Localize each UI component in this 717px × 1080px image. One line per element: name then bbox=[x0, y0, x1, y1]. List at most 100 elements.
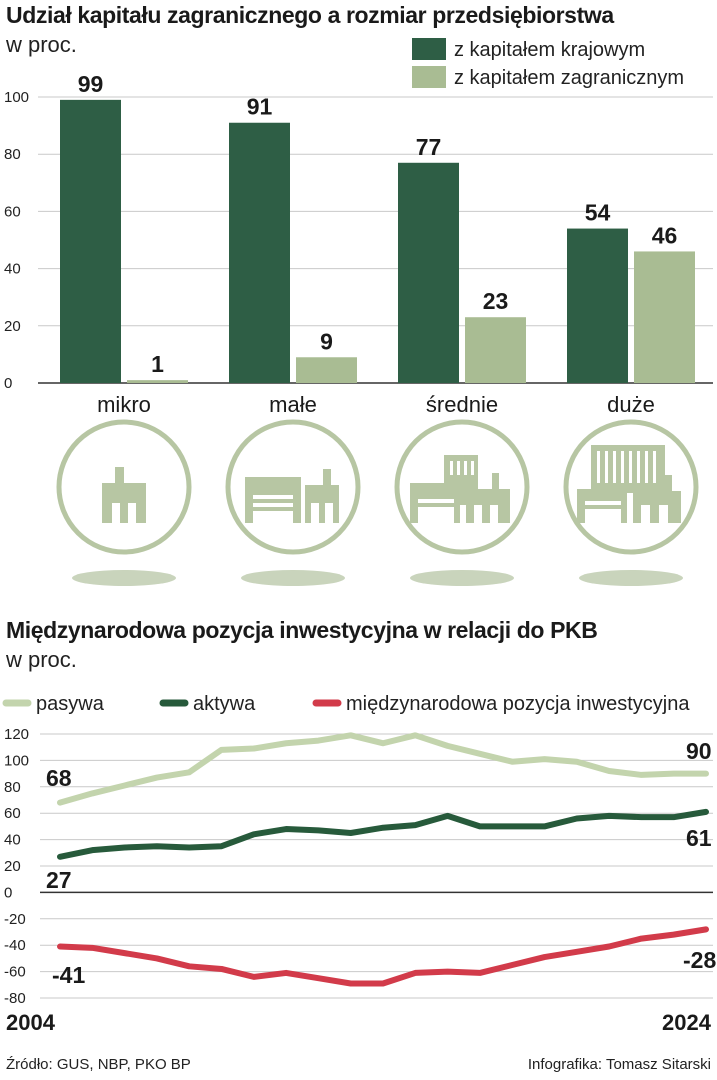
factory-illustration bbox=[102, 467, 146, 523]
y-tick-label: 40 bbox=[4, 832, 21, 849]
micro-factory-icon bbox=[56, 419, 192, 555]
y-tick-label: 80 bbox=[4, 146, 21, 163]
end-value-label: -28 bbox=[683, 947, 716, 973]
bar-value-label: 54 bbox=[585, 200, 611, 226]
door-shape bbox=[605, 451, 608, 483]
factory-illustration bbox=[577, 445, 681, 523]
y-tick-label: -40 bbox=[4, 937, 26, 954]
building-shape bbox=[305, 485, 339, 523]
y-tick-label: 60 bbox=[4, 203, 21, 220]
bar bbox=[127, 380, 188, 383]
chart1-title: Udział kapitału zagranicznego a rozmiar … bbox=[6, 2, 614, 28]
y-tick-label: 40 bbox=[4, 261, 21, 278]
door-shape bbox=[325, 503, 333, 523]
bar bbox=[398, 162, 459, 383]
bar-value-label: 46 bbox=[652, 222, 678, 248]
bar bbox=[229, 122, 290, 384]
door-shape bbox=[253, 495, 293, 499]
y-tick-label: 120 bbox=[4, 726, 29, 743]
door-shape bbox=[641, 505, 650, 523]
y-tick-label: 60 bbox=[4, 805, 21, 822]
source-note: Źródło: GUS, NBP, PKO BP bbox=[6, 1056, 191, 1073]
building-shape bbox=[591, 445, 665, 493]
start-value-label: 68 bbox=[46, 765, 72, 791]
icon-shadow bbox=[410, 570, 514, 586]
legend-swatch bbox=[412, 66, 446, 88]
legend-label: aktywa bbox=[193, 693, 256, 715]
x-tick-label: 2004 bbox=[6, 1010, 56, 1035]
factory-illustration bbox=[245, 469, 339, 531]
door-shape bbox=[450, 461, 453, 475]
icon-shadow bbox=[579, 570, 683, 586]
door-shape bbox=[490, 505, 498, 523]
factory-illustration bbox=[410, 455, 510, 523]
bar bbox=[634, 251, 695, 383]
chart1-subtitle: w proc. bbox=[6, 32, 77, 57]
building-shape bbox=[115, 467, 124, 485]
bar bbox=[60, 99, 121, 384]
bar bbox=[465, 317, 526, 383]
y-tick-label: 20 bbox=[4, 858, 21, 875]
building-shape bbox=[102, 483, 146, 523]
building-shape bbox=[492, 473, 499, 489]
chart2-subtitle: w proc. bbox=[6, 647, 77, 672]
building-shape bbox=[665, 475, 672, 493]
door-shape bbox=[128, 503, 136, 523]
line-chart: -80 -60 -40 -20 0 20 40 60 80 100 120 pasywa aktywa m… bbox=[2, 693, 716, 1035]
series-line bbox=[57, 808, 709, 860]
chart2-title: Międzynarodowa pozycja inwestycyjna w re… bbox=[6, 617, 598, 643]
building-shape bbox=[466, 489, 510, 523]
door-shape bbox=[253, 503, 293, 507]
door-shape bbox=[112, 503, 120, 523]
legend-label: z kapitałem zagranicznym bbox=[454, 67, 684, 89]
door-shape bbox=[645, 451, 648, 483]
icon-shadow bbox=[72, 570, 176, 586]
door-shape bbox=[621, 451, 624, 483]
legend-swatch bbox=[412, 38, 446, 60]
credit-note: Infografika: Tomasz Sitarski bbox=[527, 1056, 711, 1073]
bar bbox=[567, 228, 628, 383]
door-shape bbox=[585, 501, 621, 505]
category-label: średnie bbox=[426, 392, 498, 417]
door-shape bbox=[653, 451, 656, 483]
bar-value-label: 91 bbox=[247, 94, 273, 120]
y-tick-label: 100 bbox=[4, 89, 29, 106]
start-value-label: 27 bbox=[46, 867, 72, 893]
bar-value-label: 77 bbox=[416, 134, 442, 160]
icon-shadow bbox=[241, 570, 345, 586]
y-tick-label: -20 bbox=[4, 911, 26, 928]
door-shape bbox=[659, 505, 668, 523]
bar bbox=[296, 357, 357, 383]
end-value-label: 90 bbox=[686, 738, 712, 764]
door-shape bbox=[585, 509, 621, 523]
bar-chart: 0 20 40 60 80 100 z kapitałem krajowym z kapita… bbox=[4, 38, 713, 586]
bar-value-label: 99 bbox=[78, 71, 104, 97]
door-shape bbox=[637, 451, 640, 483]
building-shape bbox=[323, 469, 331, 487]
door-shape bbox=[597, 451, 600, 483]
door-shape bbox=[418, 499, 454, 503]
y-tick-label: 20 bbox=[4, 318, 21, 335]
bar-value-label: 23 bbox=[483, 288, 509, 314]
category-label: małe bbox=[269, 392, 317, 417]
y-tick-label: -60 bbox=[4, 964, 26, 981]
small-factory-icon bbox=[225, 419, 361, 555]
door-shape bbox=[629, 451, 632, 483]
y-tick-label: -80 bbox=[4, 990, 26, 1007]
end-value-label: 61 bbox=[686, 825, 712, 851]
start-value-label: -41 bbox=[52, 962, 85, 988]
bar-value-label: 9 bbox=[320, 328, 333, 354]
door-shape bbox=[474, 505, 482, 523]
door-shape bbox=[457, 461, 460, 475]
door-shape bbox=[464, 461, 467, 475]
x-tick-label: 2024 bbox=[662, 1010, 712, 1035]
door-shape bbox=[418, 507, 454, 523]
door-shape bbox=[613, 451, 616, 483]
series-line bbox=[57, 926, 709, 987]
legend-label: międzynarodowa pozycja inwestycyjna bbox=[346, 693, 690, 715]
door-shape bbox=[311, 503, 319, 523]
legend-label: pasywa bbox=[36, 693, 105, 715]
category-label: mikro bbox=[97, 392, 151, 417]
legend-label: z kapitałem krajowym bbox=[454, 39, 645, 61]
y-tick-label: 100 bbox=[4, 752, 29, 769]
